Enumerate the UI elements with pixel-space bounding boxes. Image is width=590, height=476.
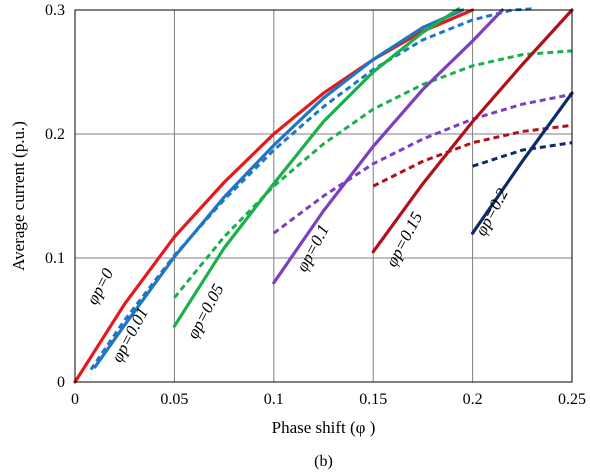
tick-labels: 0 0.05 0.1 0.15 0.2 0.25 0 0.1 0.2 0.3: [45, 2, 586, 408]
x-tick-label: 0: [71, 391, 79, 408]
series-line-7: [371, 8, 574, 254]
series-line-1: [93, 8, 465, 369]
series-line-3: [172, 7, 461, 328]
y-tick-label: 0.3: [45, 2, 65, 19]
series-line-6: [272, 92, 573, 235]
curve-label-2: φp=0.05: [183, 281, 228, 342]
curve-label-5: φp=0.2: [471, 185, 512, 239]
x-tick-label: 0.2: [463, 391, 483, 408]
series-line-10: [472, 141, 573, 168]
curve-label-0: φp=0: [83, 265, 118, 308]
plot-frame: [74, 9, 573, 383]
x-tick-label: 0.1: [264, 391, 284, 408]
x-tick-label: 0.15: [359, 391, 387, 408]
x-axis-label: Phase shift (φ ): [272, 418, 376, 437]
series-line-5: [272, 8, 504, 285]
series-line-2: [89, 7, 533, 371]
y-tick-label: 0: [57, 374, 65, 391]
y-tick-label: 0.2: [45, 126, 65, 143]
y-axis-label: Average current (p.u.): [9, 121, 28, 271]
x-tick-label: 0.05: [160, 391, 188, 408]
series-layer: [73, 7, 574, 384]
series-line-9: [471, 91, 574, 235]
curve-label-4: φp=0.15: [382, 209, 427, 270]
series-line-0: [73, 8, 475, 384]
figure-caption: (b): [314, 453, 333, 470]
x-tick-label: 0.25: [558, 391, 586, 408]
y-tick-label: 0.1: [45, 250, 65, 267]
series-line-4: [173, 49, 573, 299]
